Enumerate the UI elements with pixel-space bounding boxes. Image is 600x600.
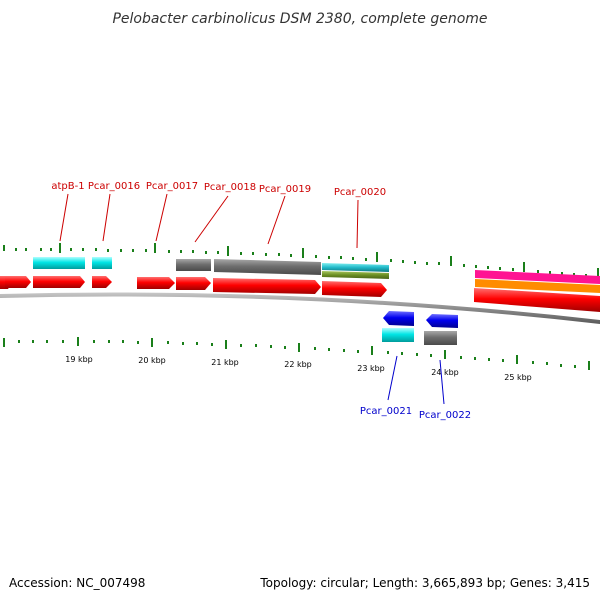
feature-olive <box>322 271 389 279</box>
gene-label[interactable]: atpB-1 <box>51 181 84 192</box>
scale-label: 19 kbp <box>65 355 93 364</box>
cds-arrow <box>33 276 85 288</box>
feature-gray <box>176 259 211 271</box>
inner-ticks <box>3 337 590 370</box>
cds-arrow <box>5 276 31 288</box>
scale-label: 23 kbp <box>357 364 385 373</box>
cds-arrow-reverse <box>383 311 414 326</box>
feature-cyan <box>92 257 112 269</box>
feature-gray <box>424 331 457 345</box>
outer-minor-ticks <box>15 248 587 277</box>
feature-row-top <box>33 257 389 279</box>
outer-ticks <box>3 243 599 278</box>
cds-arrow <box>137 277 175 289</box>
feature-magenta <box>475 270 600 284</box>
gene-label[interactable]: Pcar_0016 <box>88 181 140 192</box>
cds-arrow <box>213 278 321 294</box>
genome-summary-text: Topology: circular; Length: 3,665,893 bp… <box>259 576 590 590</box>
gene-label[interactable]: Pcar_0017 <box>146 181 198 192</box>
scale-label: 21 kbp <box>211 358 239 367</box>
scale-labels: 19 kbp 20 kbp 21 kbp 22 kbp 23 kbp 24 kb… <box>65 355 532 382</box>
accession-text: Accession: NC_007498 <box>9 576 145 590</box>
feature-teal <box>322 263 389 272</box>
cds-arrow <box>322 281 387 297</box>
gene-label[interactable]: Pcar_0020 <box>334 187 386 198</box>
gene-label[interactable]: Pcar_0019 <box>259 184 311 195</box>
cds-arrow <box>92 276 112 288</box>
scale-label: 25 kbp <box>504 373 532 382</box>
gene-labels-forward: atpB-1 Pcar_0016 Pcar_0017 Pcar_0018 Pca… <box>51 181 386 249</box>
cds-arrow <box>176 277 211 290</box>
scale-label: 24 kbp <box>431 368 459 377</box>
feature-bands-right <box>474 270 600 312</box>
feature-gray <box>214 259 321 275</box>
gene-label[interactable]: Pcar_0022 <box>419 410 471 421</box>
genome-backbone <box>0 292 600 324</box>
scale-label: 20 kbp <box>138 356 166 365</box>
cds-arrow-reverse <box>426 314 458 328</box>
map-title: Pelobacter carbinolicus DSM 2380, comple… <box>112 11 487 27</box>
feature-red <box>474 288 600 312</box>
feature-orange <box>475 279 600 293</box>
feature-cyan <box>382 328 414 342</box>
feature-cyan <box>33 257 85 269</box>
scale-label: 22 kbp <box>284 360 312 369</box>
gene-label[interactable]: Pcar_0018 <box>204 182 256 193</box>
gene-labels-reverse: Pcar_0021 Pcar_0022 <box>360 355 471 421</box>
gene-label[interactable]: Pcar_0021 <box>360 406 412 417</box>
inner-minor-ticks <box>18 340 576 368</box>
cds-reverse-track <box>382 311 458 345</box>
cds-forward-track <box>0 276 387 297</box>
